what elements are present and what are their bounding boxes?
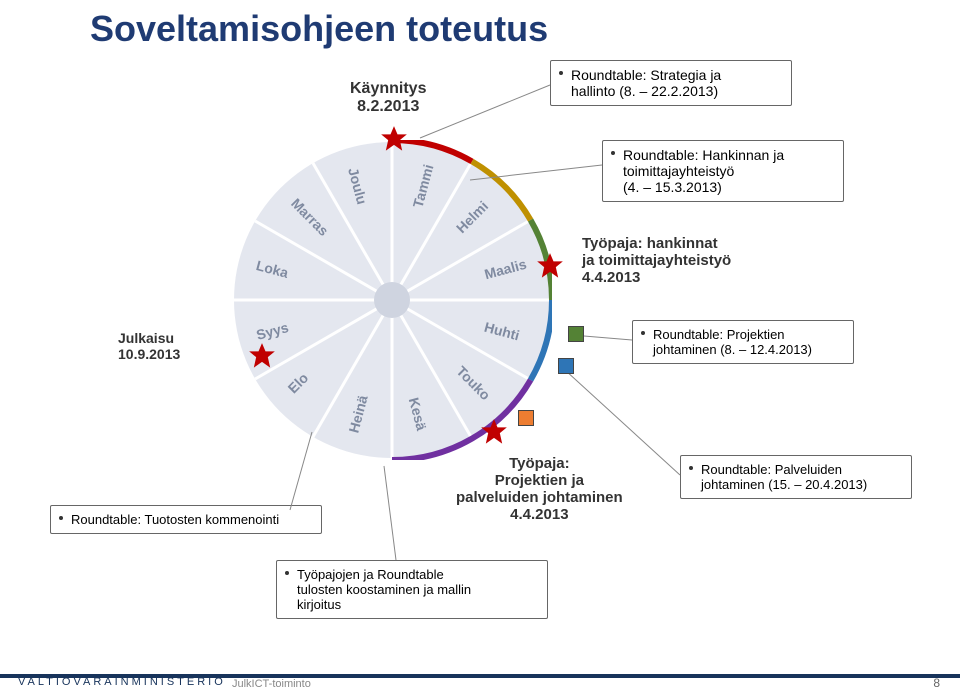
page-title: Soveltamisohjeen toteutus — [90, 8, 548, 50]
callout-projektit: Roundtable: Projektien johtaminen (8. – … — [632, 320, 854, 364]
footer-logo: VALTIOVARAINMINISTERIÖ — [18, 676, 226, 688]
page-number: 8 — [933, 676, 940, 690]
star-marker — [480, 418, 508, 446]
publication-label: Julkaisu10.9.2013 — [118, 330, 180, 362]
workshop-1: Työpaja: hankinnat ja toimittajayhteisty… — [582, 235, 731, 286]
callout-kommenointi: Roundtable: Tuotosten kommenointi — [50, 505, 322, 534]
star-marker — [248, 342, 276, 370]
star-marker — [536, 252, 564, 280]
footer-sub: JulkICT-toiminto — [232, 678, 311, 690]
connector-box — [518, 410, 534, 426]
callout-strategia: Roundtable: Strategia ja hallinto (8. – … — [550, 60, 792, 106]
connector-box — [558, 358, 574, 374]
month-wheel — [232, 140, 552, 460]
launch-label: Käynnitys8.2.2013 — [350, 80, 426, 116]
star-marker — [380, 125, 408, 153]
callout-hankinta: Roundtable: Hankinnan ja toimittajayhtei… — [602, 140, 844, 202]
workshop-2: Työpaja: Projektien ja palveluiden johta… — [456, 455, 623, 523]
callout-palvelut: Roundtable: Palveluiden johtaminen (15. … — [680, 455, 912, 499]
callout-koostaminen: Työpajojen ja Roundtable tulosten koosta… — [276, 560, 548, 619]
connector-box — [568, 326, 584, 342]
